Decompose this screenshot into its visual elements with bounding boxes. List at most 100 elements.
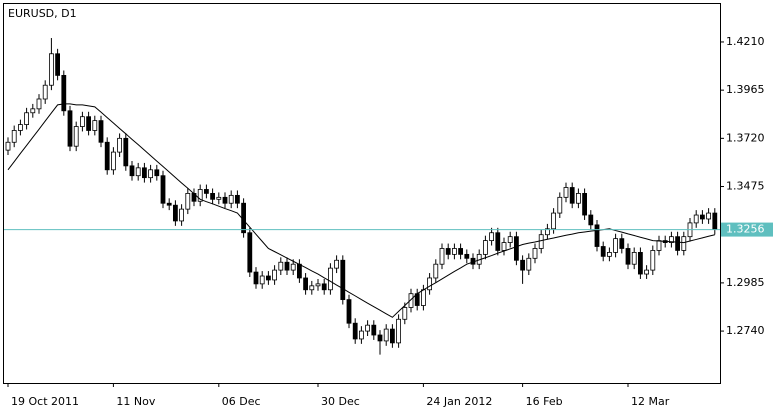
current-price-box	[721, 222, 773, 237]
candle-body	[439, 248, 445, 265]
candle-body	[526, 257, 532, 271]
candle-body	[80, 116, 85, 127]
candle-body	[98, 120, 104, 143]
candle-body	[346, 299, 352, 324]
candle-body	[315, 283, 321, 287]
candle-body	[520, 259, 525, 271]
candle-body	[358, 330, 364, 340]
candle-body	[278, 261, 284, 271]
candle-body	[55, 53, 60, 76]
candle-body	[334, 259, 340, 269]
candle-body	[73, 126, 79, 147]
candle-body	[179, 208, 185, 222]
candle-body	[607, 252, 612, 257]
candle-body	[464, 253, 470, 259]
candle-body	[427, 277, 433, 291]
candle-body	[303, 277, 309, 291]
candle-body	[61, 74, 67, 112]
candle-body	[210, 193, 216, 200]
candle-body	[49, 53, 54, 86]
candle-body	[569, 187, 575, 204]
candle-body	[433, 263, 439, 279]
candle-body	[377, 334, 383, 342]
candle-body	[24, 112, 30, 125]
candle-body	[588, 214, 594, 226]
x-tick-label: 16 Feb	[526, 395, 563, 408]
candle-body	[576, 193, 581, 204]
candle-body	[327, 267, 333, 291]
candle-body	[712, 212, 718, 230]
candle-body	[693, 214, 699, 224]
candle-body	[675, 236, 680, 251]
candle-body	[700, 214, 705, 220]
candle-body	[234, 194, 240, 204]
candle-body	[160, 175, 166, 204]
candle-body	[290, 263, 296, 271]
candle-body	[389, 328, 395, 344]
candle-body	[5, 141, 11, 151]
candle-body	[228, 194, 234, 204]
candle-body	[681, 236, 687, 251]
candle-body	[551, 212, 556, 230]
y-tick-label: 1.2985	[726, 276, 765, 289]
candle-body	[166, 202, 172, 206]
candle-body	[669, 236, 674, 243]
candle-body	[104, 141, 110, 171]
candle-body	[17, 124, 23, 131]
y-tick-label: 1.4210	[726, 35, 765, 48]
candle-body	[638, 252, 643, 275]
candle-body	[321, 283, 327, 291]
candle-body	[117, 137, 122, 153]
y-tick-label: 1.3475	[726, 180, 765, 193]
candle-body	[340, 259, 346, 301]
x-tick-label: 11 Nov	[116, 395, 155, 408]
candle-body	[197, 189, 203, 202]
candle-body	[135, 167, 141, 177]
candle-body	[309, 285, 315, 291]
candle-body	[148, 169, 154, 179]
y-tick-label: 1.3720	[726, 131, 765, 144]
candle-body	[507, 236, 513, 243]
candle-body	[129, 165, 135, 177]
candle-body	[644, 269, 649, 275]
candle-body	[706, 212, 711, 220]
candle-body	[538, 234, 544, 249]
candle-body	[445, 248, 451, 255]
candle-body	[582, 193, 587, 216]
candle-body	[123, 137, 129, 167]
candle-body	[265, 275, 271, 281]
candle-body	[284, 261, 290, 271]
candle-body	[365, 324, 371, 332]
candle-body	[172, 204, 178, 222]
chart-title: EURUSD, D1	[8, 7, 77, 20]
candle-body	[154, 169, 160, 177]
candle-body	[111, 151, 116, 171]
candle-body	[247, 232, 253, 273]
current-price-label: 1.3256	[726, 223, 765, 236]
candle-body	[30, 108, 36, 114]
candle-body	[420, 289, 426, 306]
moving-average-line	[7, 103, 715, 318]
candle-body	[296, 263, 302, 279]
candle-body	[371, 324, 377, 336]
candle-body	[501, 242, 507, 251]
plot-frame	[3, 3, 721, 384]
candle-body	[650, 250, 656, 271]
candle-body	[36, 98, 42, 110]
y-tick-label: 1.2740	[726, 324, 765, 337]
candle-body	[396, 318, 402, 344]
candle-body	[203, 189, 209, 194]
candle-body	[631, 252, 637, 265]
x-tick-label: 19 Oct 2011	[11, 395, 79, 408]
candle-body	[482, 240, 488, 255]
candle-body	[557, 196, 563, 214]
candle-body	[594, 224, 600, 247]
candle-body	[563, 187, 569, 198]
candle-body	[545, 228, 550, 236]
candle-body	[11, 130, 17, 143]
x-tick-label: 30 Dec	[321, 395, 360, 408]
candle-body	[402, 307, 408, 320]
candle-body	[383, 328, 389, 342]
